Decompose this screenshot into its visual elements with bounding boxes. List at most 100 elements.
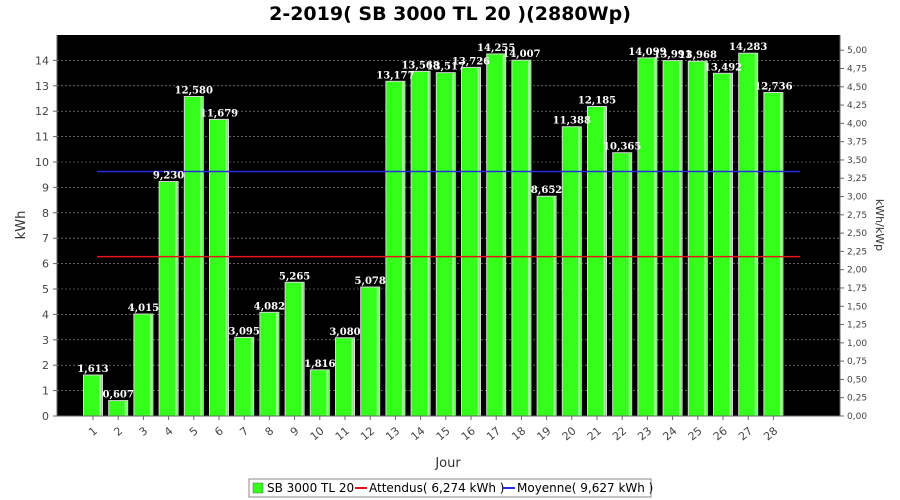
x-tick-label: 9	[288, 424, 302, 438]
bar-value-label: 13,968	[679, 50, 717, 61]
bar-highlight	[628, 153, 631, 416]
bar-value-label: 11,388	[553, 116, 591, 127]
y2-tick-label: 1,25	[847, 321, 867, 331]
x-tick-label: 17	[484, 424, 503, 443]
bar-value-label: 4,082	[254, 301, 285, 312]
y-tick-label: 7	[42, 232, 49, 245]
y-tick-label: 13	[35, 80, 49, 93]
y2-tick-label: 0,75	[847, 357, 867, 367]
x-tick-label: 7	[237, 424, 251, 438]
y2-tick-label: 2,00	[847, 266, 867, 276]
legend-label-expected: Attendus( 6,274 kWh )	[369, 481, 504, 495]
bar-value-label: 13,492	[704, 62, 742, 73]
x-tick-label: 23	[635, 424, 654, 443]
x-tick-label: 4	[162, 424, 176, 438]
bar-highlight	[578, 127, 581, 416]
x-tick-label: 28	[761, 424, 780, 443]
y2-tick-label: 0,25	[847, 394, 867, 404]
x-tick-label: 13	[383, 424, 402, 443]
y2-tick-label: 3,75	[847, 138, 867, 148]
x-axis-ticks: 1 2 3 4 5 6 7 8 9 10 11 12 13 14 15 16 17 18 19 20 21 22 23 24 2…	[86, 416, 780, 443]
y-tick-label: 12	[35, 105, 49, 118]
y2-tick-label: 0,50	[847, 375, 867, 385]
bar-value-label: 13,177	[376, 70, 414, 81]
legend-swatch-bars	[252, 482, 264, 494]
bar-value-label: 8,652	[531, 185, 562, 196]
x-tick-label: 3	[137, 424, 151, 438]
x-tick-label: 19	[534, 424, 553, 443]
x-tick-label: 21	[585, 424, 604, 443]
bar-value-label: 0,607	[103, 390, 134, 401]
bar-value-label: 14,255	[477, 43, 515, 54]
x-tick-label: 2	[111, 424, 125, 438]
y2-tick-label: 4,00	[847, 119, 867, 129]
legend-box	[248, 478, 652, 498]
x-tick-label: 5	[187, 424, 201, 438]
bar-value-label: 10,365	[603, 142, 641, 153]
y-tick-label: 1	[42, 385, 49, 398]
x-tick-label: 1	[86, 424, 100, 438]
reference-lines	[97, 170, 800, 258]
bar-highlight	[175, 182, 178, 416]
bar-highlight	[149, 315, 152, 416]
bar-highlight	[401, 82, 404, 416]
bar-highlight	[729, 74, 732, 417]
x-tick-label: 27	[736, 424, 755, 443]
chart-title: 2-2019( SB 3000 TL 20 )(2880Wp)	[269, 3, 631, 25]
y2-tick-label: 5,00	[847, 46, 867, 56]
bar-value-label: 1,816	[304, 359, 335, 370]
x-tick-label: 18	[509, 424, 528, 443]
y2-tick-label: 2,25	[847, 247, 867, 257]
y2-tick-label: 4,75	[847, 65, 867, 75]
bar-highlight	[301, 283, 304, 416]
bar-highlight	[351, 338, 354, 416]
bar-value-label: 5,078	[355, 276, 386, 287]
y-tick-label: 3	[42, 334, 49, 347]
y2-tick-label: 0,00	[847, 412, 867, 422]
bar-highlight	[477, 68, 480, 417]
y-tick-label: 9	[42, 181, 49, 194]
y-axis-label: kWh	[14, 211, 29, 240]
x-tick-label: 25	[686, 424, 705, 443]
bar-highlight	[376, 288, 379, 416]
y2-tick-label: 1,50	[847, 302, 867, 312]
bar-value-label: 3,080	[329, 327, 360, 338]
bar-highlight	[427, 72, 430, 416]
bar-highlight	[603, 107, 606, 416]
bar-value-label: 12,580	[175, 85, 213, 96]
y-tick-label: 6	[42, 258, 49, 271]
x-tick-label: 14	[408, 424, 427, 443]
bar-value-label: 13,517	[427, 62, 465, 73]
y-tick-label: 0	[42, 410, 49, 423]
y-tick-label: 10	[35, 156, 49, 169]
bar-value-label: 14,099	[628, 47, 666, 58]
bar-value-label: 14,283	[729, 42, 767, 53]
bar-highlight	[275, 313, 278, 416]
bar-highlight	[99, 376, 102, 416]
bar-value-label: 13,991	[653, 50, 691, 61]
legend: SB 3000 TL 20 Attendus( 6,274 kWh ) Moye…	[248, 478, 653, 498]
x-tick-label: 24	[660, 424, 679, 443]
y2-tick-label: 3,50	[847, 156, 867, 166]
y2-axis-ticks: 0,00 0,25 0,50 0,75 1,00 1,25 1,50 1,75 2,00 2,25…	[840, 46, 867, 422]
bar-highlight	[704, 62, 707, 416]
data-labels: 1,613 0,607 4,015 9,230 12,580 11,679 3,095 4,0…	[77, 42, 792, 400]
x-tick-label: 15	[434, 424, 453, 443]
y2-tick-label: 2,50	[847, 229, 867, 239]
bar-highlight	[502, 54, 505, 416]
bar-value-label: 14,007	[502, 49, 540, 60]
bar-highlight	[326, 370, 329, 416]
y-tick-label: 14	[35, 54, 49, 67]
y-tick-label: 5	[42, 283, 49, 296]
legend-label-average: Moyenne( 9,627 kWh )	[517, 481, 653, 495]
y-tick-label: 2	[42, 359, 49, 372]
x-axis-label: Jour	[434, 456, 461, 471]
bar-value-label: 1,613	[77, 364, 108, 375]
y2-tick-label: 1,75	[847, 284, 867, 294]
bar-value-label: 13,568	[401, 60, 439, 71]
x-tick-label: 10	[308, 424, 327, 443]
bar-highlight	[124, 401, 127, 416]
bar-highlight	[779, 93, 782, 416]
